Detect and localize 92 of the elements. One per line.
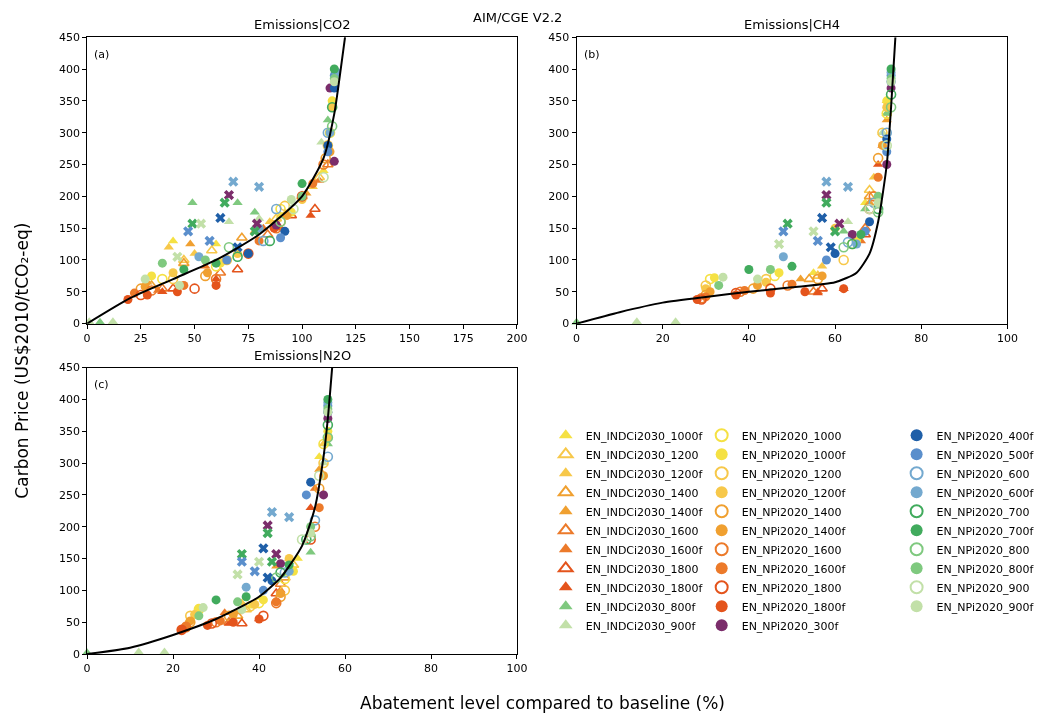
x-tick-label: 125 [345, 331, 367, 345]
y-tick-label: 50 [65, 616, 80, 630]
legend-label: EN_NPi2020_400f [936, 429, 1035, 443]
legend-label: EN_NPi2020_600 [936, 467, 1030, 481]
y-axis-title: Carbon Price (US$2010/tCO₂-eq) [11, 222, 32, 499]
legend-label: EN_INDCi2030_800f [585, 600, 697, 614]
x-tick-label: 100 [506, 662, 528, 676]
y-tick-label: 300 [58, 456, 80, 470]
annotation: (b) [584, 48, 600, 61]
legend-label: EN_NPi2020_900f [936, 600, 1035, 614]
x-tick-label: 60 [828, 331, 843, 345]
x-tick-label: 60 [338, 662, 353, 676]
y-tick-label: 350 [548, 94, 570, 108]
legend-label: EN_NPi2020_700 [936, 505, 1030, 519]
x-tick-label: 200 [506, 331, 528, 345]
x-tick-label: 0 [83, 331, 91, 345]
legend-label: EN_NPi2020_500f [936, 448, 1035, 462]
x-tick-label: 20 [655, 331, 670, 345]
y-tick-label: 250 [548, 158, 570, 172]
legend-label: EN_NPi2020_600f [936, 486, 1035, 500]
x-tick-label: 0 [573, 331, 581, 345]
y-tick-label: 50 [555, 285, 570, 299]
annotation: (c) [94, 378, 109, 391]
y-tick-label: 0 [72, 317, 80, 331]
chart-title: Emissions|N2O [254, 348, 352, 363]
legend-label: EN_NPi2020_900 [936, 581, 1030, 595]
legend-label: EN_NPi2020_1400 [741, 505, 842, 519]
legend-label: EN_INDCi2030_900f [585, 619, 697, 633]
legend-label: EN_INDCi2030_1400f [585, 505, 704, 519]
legend-label: EN_INDCi2030_1200f [585, 467, 704, 481]
chart-title: Emissions|CH4 [744, 17, 841, 32]
chart-title: Emissions|CO2 [254, 17, 351, 32]
y-tick-label: 200 [58, 520, 80, 534]
legend-label: EN_INDCi2030_1000f [585, 429, 704, 443]
annotation: (a) [94, 48, 110, 61]
x-axis-title: Abatement level compared to baseline (%) [360, 693, 725, 713]
legend-label: EN_INDCi2030_1400 [585, 486, 699, 500]
legend-label: EN_NPi2020_1800f [741, 600, 847, 614]
legend-label: EN_NPi2020_300f [741, 619, 840, 633]
legend-label: EN_INDCi2030_1800f [585, 581, 704, 595]
y-tick-label: 0 [562, 317, 570, 331]
x-tick-label: 75 [241, 331, 256, 345]
y-tick-label: 300 [58, 126, 80, 140]
y-tick-label: 0 [72, 647, 80, 661]
y-tick-label: 150 [58, 552, 80, 566]
y-tick-label: 250 [58, 488, 80, 502]
y-tick-label: 100 [548, 253, 570, 267]
y-tick-label: 350 [58, 94, 80, 108]
y-tick-label: 400 [58, 62, 80, 76]
x-tick-label: 20 [166, 662, 181, 676]
y-tick-label: 400 [58, 393, 80, 407]
legend-label: EN_NPi2020_1600 [741, 543, 842, 557]
y-tick-label: 450 [58, 31, 80, 45]
y-tick-label: 450 [58, 361, 80, 375]
x-tick-label: 40 [741, 331, 756, 345]
y-tick-label: 100 [58, 253, 80, 267]
x-tick-label: 25 [133, 331, 148, 345]
x-tick-label: 40 [252, 662, 267, 676]
y-tick-label: 200 [58, 190, 80, 204]
legend-label: EN_INDCi2030_1600f [585, 543, 704, 557]
legend-label: EN_NPi2020_1000f [741, 448, 847, 462]
x-tick-label: 0 [83, 662, 91, 676]
legend-label: EN_INDCi2030_1200 [585, 448, 699, 462]
y-tick-label: 350 [58, 425, 80, 439]
y-tick-label: 50 [65, 285, 80, 299]
x-tick-label: 80 [914, 331, 929, 345]
legend-label: EN_NPi2020_1200f [741, 486, 847, 500]
text: AIM/CGE V2.2 [473, 10, 563, 25]
legend-label: EN_NPi2020_1000 [741, 429, 842, 443]
y-tick-label: 150 [58, 222, 80, 236]
x-tick-label: 80 [424, 662, 439, 676]
legend-label: EN_NPi2020_800f [936, 562, 1035, 576]
x-tick-label: 175 [452, 331, 474, 345]
legend-label: EN_NPi2020_800 [936, 543, 1030, 557]
y-tick-label: 450 [548, 31, 570, 45]
y-tick-label: 250 [58, 158, 80, 172]
legend-label: EN_NPi2020_1200 [741, 467, 842, 481]
y-tick-label: 400 [548, 62, 570, 76]
y-tick-label: 100 [58, 584, 80, 598]
y-tick-label: 200 [548, 190, 570, 204]
legend-label: EN_INDCi2030_1800 [585, 562, 699, 576]
y-tick-label: 150 [548, 222, 570, 236]
x-tick-label: 100 [291, 331, 313, 345]
legend-label: EN_INDCi2030_1600 [585, 524, 699, 538]
x-tick-label: 50 [187, 331, 202, 345]
y-tick-label: 300 [548, 126, 570, 140]
legend-label: EN_NPi2020_700f [936, 524, 1035, 538]
x-tick-label: 150 [399, 331, 421, 345]
legend-label: EN_NPi2020_1600f [741, 562, 847, 576]
legend-label: EN_NPi2020_1400f [741, 524, 847, 538]
x-tick-label: 100 [996, 331, 1018, 345]
legend-label: EN_NPi2020_1800 [741, 581, 842, 595]
